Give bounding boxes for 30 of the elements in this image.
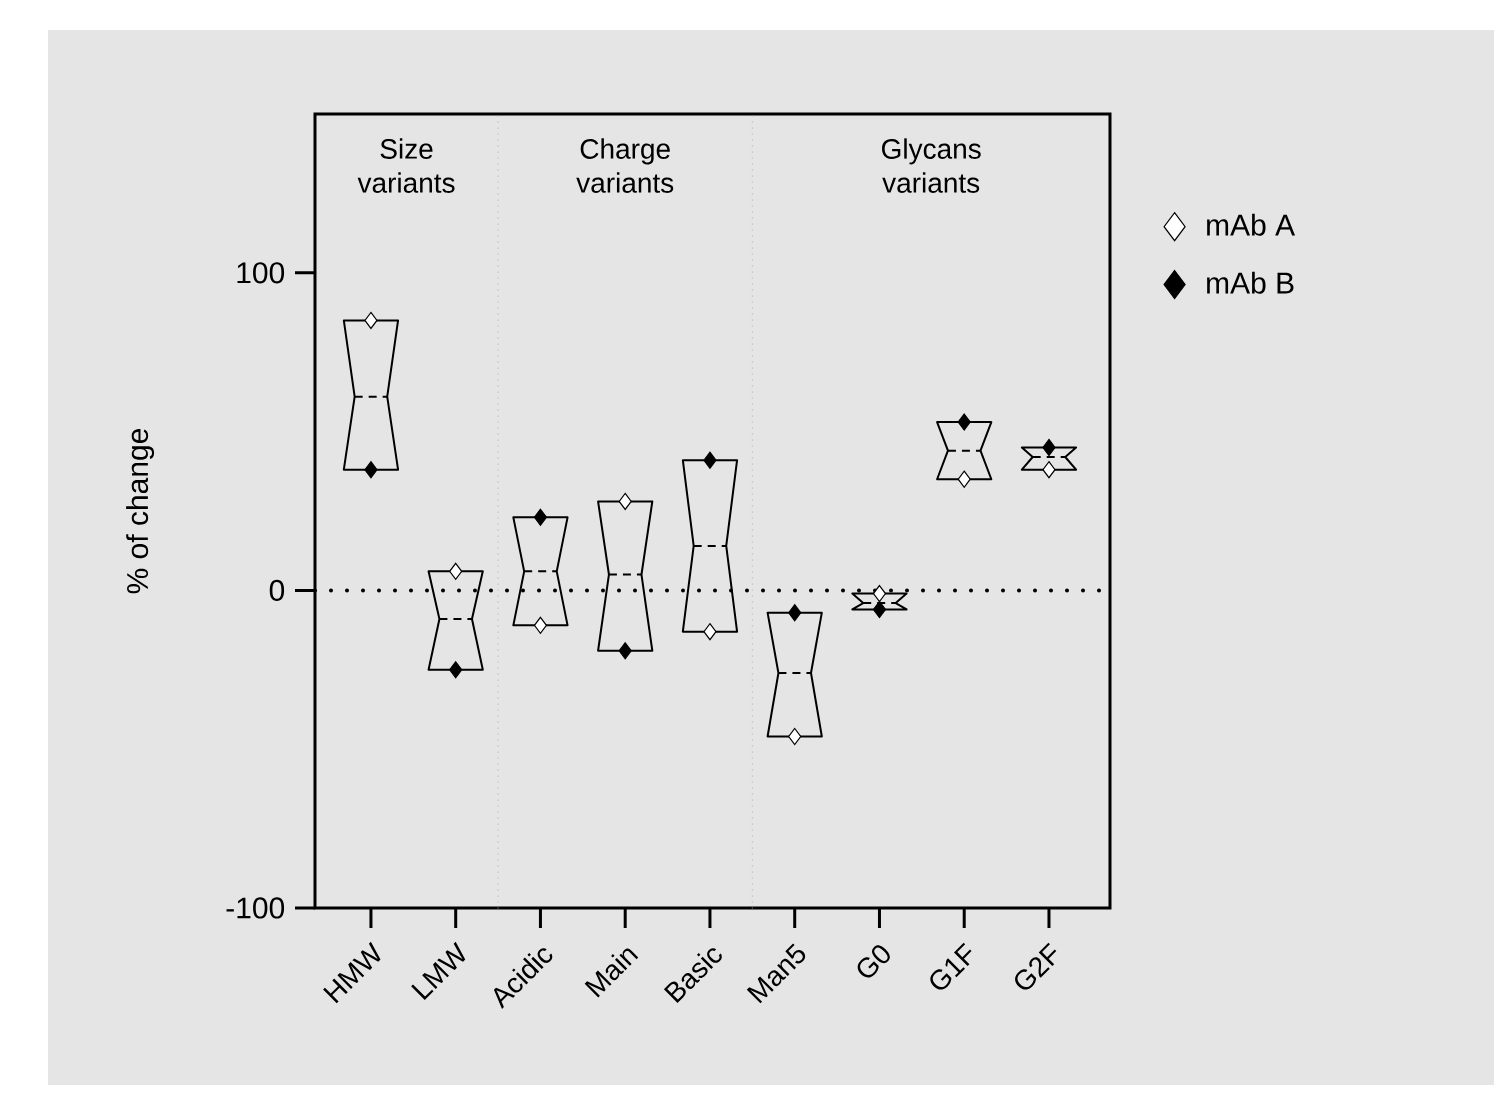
- point: [788, 604, 802, 622]
- point: [703, 623, 717, 641]
- y-tick-label: -100: [226, 897, 285, 919]
- x-tick-label: G1F: [930, 942, 972, 990]
- point: [364, 461, 378, 479]
- point: [533, 616, 548, 634]
- point: [618, 492, 632, 511]
- x-tick-label: G0: [857, 945, 890, 978]
- point: [788, 727, 802, 746]
- y-tick-label: 0: [269, 579, 285, 602]
- legend-label: mAb A: [1207, 213, 1296, 236]
- x-tick-label: G2F: [1015, 942, 1057, 990]
- legend-label: mAb B: [1207, 271, 1294, 294]
- point: [364, 311, 378, 330]
- point: [957, 413, 971, 431]
- point: [957, 470, 971, 488]
- point: [533, 508, 548, 526]
- annotation: Charge variants: [576, 138, 674, 193]
- y-tick-label: 100: [237, 262, 285, 284]
- point: [449, 661, 463, 679]
- point: [1042, 438, 1056, 457]
- annotation: Glycans variants: [882, 138, 981, 193]
- point: [449, 562, 463, 580]
- point: [872, 600, 887, 619]
- annotation: Size variants: [357, 138, 455, 193]
- y-axis-title: % of change: [126, 428, 155, 594]
- point: [703, 451, 717, 469]
- point: [872, 584, 887, 603]
- point: [1042, 461, 1056, 479]
- point: [618, 642, 632, 660]
